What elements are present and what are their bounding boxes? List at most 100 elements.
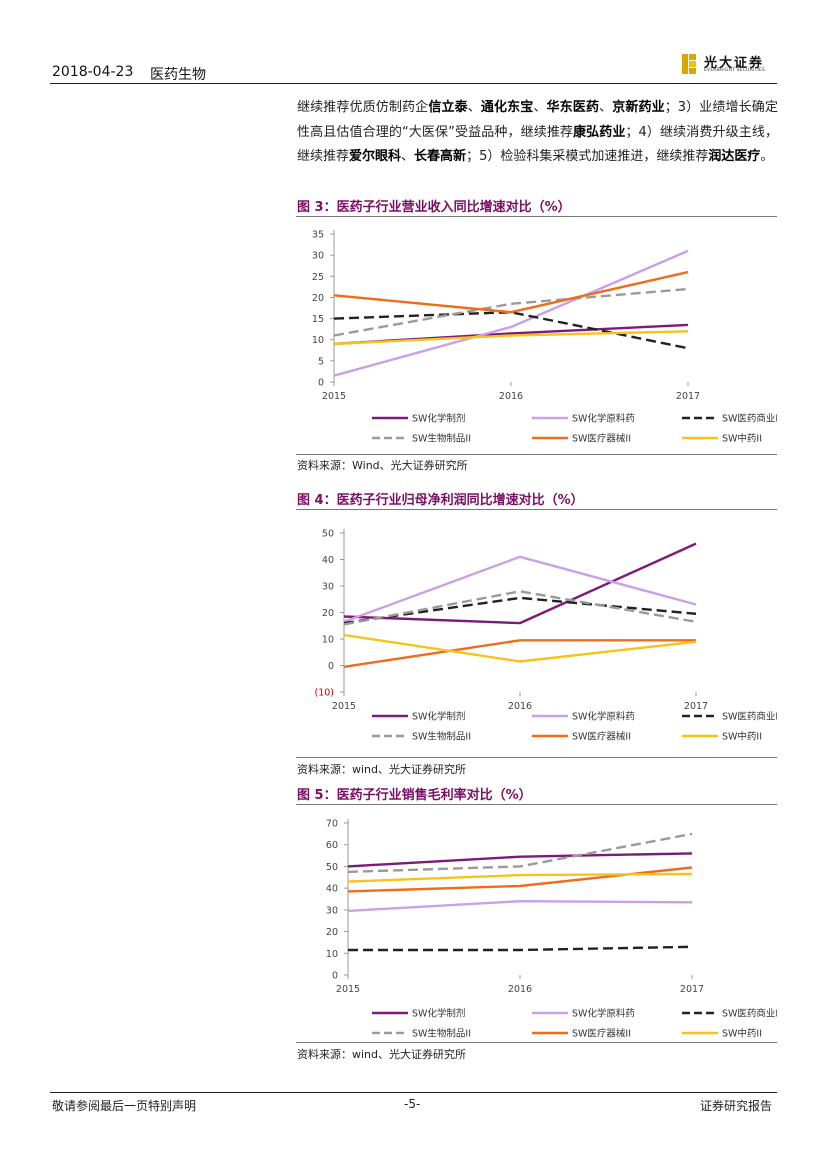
legend-label: SW化学制剂 bbox=[412, 413, 465, 425]
recommended-stock: 爱尔眼科 bbox=[349, 149, 402, 164]
intro-text: ；3）业绩增长确定性高且估值合理的“大医保”受益品种，继续推荐 bbox=[297, 100, 778, 140]
figure-5-bottom-rule bbox=[296, 1042, 777, 1043]
y-tick-label: 30 bbox=[326, 905, 338, 916]
y-tick-label: 0 bbox=[328, 661, 334, 672]
intro-paragraph: 继续推荐优质仿制药企信立泰、通化东宝、华东医药、京新药业；3）业绩增长确定性高且… bbox=[297, 96, 778, 170]
logo-name-cn: 光大证券 bbox=[704, 56, 765, 71]
legend-label: SW化学原料药 bbox=[572, 711, 635, 723]
y-tick-label: (10) bbox=[314, 688, 334, 699]
intro-text: 继续推荐优质仿制药企 bbox=[297, 100, 429, 115]
recommended-stock: 润达医疗 bbox=[708, 149, 761, 164]
series-line-2 bbox=[348, 945, 693, 952]
series-line-1 bbox=[347, 899, 693, 913]
series-line-4 bbox=[343, 639, 696, 668]
series-line-2 bbox=[333, 310, 689, 350]
footer-disclaimer: 敬请参阅最后一页特别声明 bbox=[52, 1099, 197, 1113]
recommended-stock: 京新药业 bbox=[612, 100, 665, 115]
x-tick-label: 2015 bbox=[322, 391, 346, 402]
series-line-0 bbox=[347, 852, 693, 868]
series-line-5 bbox=[333, 330, 689, 346]
figure-4-top-rule bbox=[296, 509, 777, 510]
y-tick-label: 10 bbox=[326, 949, 338, 960]
y-tick-label: 20 bbox=[326, 927, 338, 938]
y-tick-label: 30 bbox=[322, 582, 334, 593]
figure-5-source: 资料来源：wind、光大证券研究所 bbox=[297, 1048, 467, 1061]
legend-label: SW医药商业II bbox=[722, 711, 777, 723]
recommended-stock: 康弘药业 bbox=[573, 124, 626, 140]
series-line-1 bbox=[333, 249, 689, 377]
footer-report-type: 证券研究报告 bbox=[700, 1099, 773, 1113]
intro-text: ；4）继续消费升级主线，继续推荐 bbox=[297, 124, 778, 165]
x-tick-label: 2017 bbox=[676, 391, 700, 402]
legend-label: SW生物制品II bbox=[412, 1028, 471, 1040]
y-tick-label: 70 bbox=[326, 819, 338, 830]
intro-text: 、 bbox=[467, 100, 481, 115]
legend-label: SW化学制剂 bbox=[412, 711, 465, 723]
y-tick-label: 40 bbox=[326, 884, 338, 895]
report-date: 2018-04-23 bbox=[52, 64, 134, 80]
y-tick-label: 15 bbox=[312, 314, 324, 325]
figure-3-top-rule bbox=[296, 216, 777, 217]
report-section: 医药生物 bbox=[150, 67, 206, 83]
series-line-0 bbox=[343, 542, 697, 625]
y-tick-label: 35 bbox=[312, 230, 324, 241]
y-tick-label: 40 bbox=[322, 555, 334, 566]
legend-label: SW生物制品II bbox=[412, 731, 471, 743]
legend-label: SW医疗器械II bbox=[572, 1028, 631, 1040]
header-divider bbox=[50, 83, 777, 84]
legend-label: SW医疗器械II bbox=[572, 731, 631, 743]
legend-label: SW生物制品II bbox=[412, 433, 471, 445]
legend-label: SW中药II bbox=[722, 1028, 762, 1040]
y-tick-label: 10 bbox=[312, 335, 324, 346]
x-tick-label: 2017 bbox=[680, 984, 704, 995]
recommended-stock: 通化东宝 bbox=[480, 100, 534, 115]
y-tick-label: 60 bbox=[326, 840, 338, 851]
series-line-5 bbox=[347, 872, 693, 883]
recommended-stock: 华东医药 bbox=[546, 100, 600, 115]
figure-3-source: 资料来源：Wind、光大证券研究所 bbox=[297, 459, 468, 472]
recommended-stock: 长春高新 bbox=[414, 149, 467, 164]
footer-divider bbox=[50, 1092, 777, 1093]
legend-label: SW化学制剂 bbox=[412, 1008, 465, 1020]
figure-3-title: 图 3：医药子行业营业收入同比增速对比（%） bbox=[297, 200, 571, 215]
series-line-4 bbox=[333, 270, 689, 314]
intro-text: 。 bbox=[760, 149, 774, 164]
figure-4-title: 图 4：医药子行业归母净利润同比增速对比（%） bbox=[297, 493, 584, 508]
x-tick-label: 2016 bbox=[508, 984, 532, 995]
figure-3-bottom-rule bbox=[296, 454, 777, 455]
figure-5-svg: 0 10 20 30 40 50 60 70 2015 2016 2017 SW化学制剂 SW化学原料药… bbox=[326, 819, 781, 1040]
series-line-5 bbox=[343, 633, 697, 663]
figure-5-title: 图 5：医药子行业销售毛利率对比（%） bbox=[297, 788, 532, 803]
logo-mark-icon bbox=[682, 54, 696, 74]
legend-label: SW医药商业II bbox=[722, 1008, 777, 1020]
y-tick-label: 5 bbox=[318, 356, 324, 367]
y-tick-label: 50 bbox=[322, 529, 334, 540]
y-tick-label: 0 bbox=[332, 971, 338, 982]
intro-text: ；5）检验科集采模式加速推进，继续推荐 bbox=[466, 149, 709, 164]
figure-3-svg: 0 5 10 15 20 25 30 35 2015 2016 2017 SW化学制剂 SW化学原料药 S… bbox=[312, 230, 781, 445]
series-line-1 bbox=[343, 555, 697, 623]
y-tick-label: 20 bbox=[312, 293, 324, 304]
y-tick-label: 30 bbox=[312, 251, 324, 262]
legend-label: SW医疗器械II bbox=[572, 433, 631, 445]
y-tick-label: 25 bbox=[312, 272, 324, 283]
series-line-3 bbox=[347, 832, 693, 874]
figure-4-svg: (10) 0 10 20 30 40 50 2015 2016 2017 SW化学制剂 SW化学原料药… bbox=[314, 529, 781, 743]
figure-4-bottom-rule bbox=[296, 757, 777, 758]
legend-label: SW中药II bbox=[722, 433, 762, 445]
figure-4-source: 资料来源：wind、光大证券研究所 bbox=[297, 763, 467, 776]
figure-3-chart: 0 5 10 15 20 25 30 35 2015 2016 2017 SW化学制剂 SW化学原料药 S… bbox=[296, 220, 781, 454]
x-tick-label: 2015 bbox=[336, 984, 360, 995]
x-tick-label: 2016 bbox=[499, 391, 523, 402]
y-tick-label: 50 bbox=[326, 862, 338, 873]
recommended-stock: 信立泰 bbox=[428, 100, 468, 115]
legend-label: SW化学原料药 bbox=[572, 1008, 635, 1020]
intro-text: 、 bbox=[599, 100, 613, 115]
y-tick-label: 0 bbox=[318, 378, 324, 389]
legend-label: SW化学原料药 bbox=[572, 413, 635, 425]
intro-text: 、 bbox=[533, 100, 547, 115]
legend-label: SW医药商业II bbox=[722, 413, 777, 425]
x-tick-label: 2016 bbox=[508, 701, 532, 712]
figure-5-chart: 0 10 20 30 40 50 60 70 2015 2016 2017 SW化学制剂 SW化学原料药… bbox=[296, 808, 781, 1042]
intro-text: 、 bbox=[401, 149, 415, 164]
